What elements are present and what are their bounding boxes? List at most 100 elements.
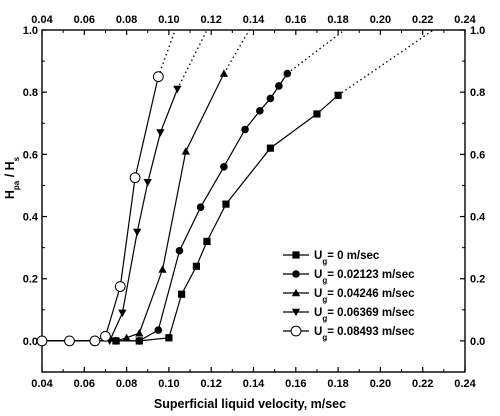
legend-label-main: U	[314, 269, 322, 281]
series-extrapolation	[176, 29, 208, 90]
marker-triangle-down	[156, 129, 165, 137]
y-tick-label: 0.2	[23, 274, 38, 286]
marker-circle	[292, 270, 300, 278]
x-tick-label: 0.20	[370, 378, 391, 390]
legend-label-rest: = 0.08493 m/sec	[327, 326, 415, 338]
marker-circle	[283, 69, 292, 78]
x-tick-label-top: 0.18	[327, 14, 348, 26]
y-tick-label-right: 0.0	[470, 336, 485, 348]
legend-label: Ug= 0.02123 m/sec	[314, 269, 415, 285]
legend-entry: Ug= 0 m/sec	[283, 250, 380, 266]
y-tick-label-right: 0.6	[470, 149, 485, 161]
series-2	[37, 29, 250, 345]
legend-label-rest: = 0.04246 m/sec	[327, 288, 415, 300]
marker-square	[313, 110, 321, 118]
y-tick-label: 0.6	[23, 149, 38, 161]
marker-circle	[220, 163, 228, 171]
y-tick-label: 1.0	[23, 25, 38, 37]
marker-triangle-down	[291, 308, 301, 317]
legend-label: Ug= 0.08493 m/sec	[314, 326, 415, 342]
marker-square	[192, 262, 200, 270]
marker-circle	[266, 94, 275, 103]
legend-label-sub: g	[322, 295, 327, 304]
marker-triangle-up	[181, 147, 190, 155]
legend-label-main: U	[314, 288, 322, 300]
x-tick-label-top: 0.22	[412, 14, 433, 26]
x-tick-label: 0.16	[285, 378, 306, 390]
legend-label-rest: = 0.02123 m/sec	[327, 269, 415, 281]
y-title-mid: / H	[3, 161, 17, 180]
legend-label: Ug= 0 m/sec	[314, 250, 380, 266]
marker-circle-open	[64, 335, 75, 347]
marker-circle-open	[114, 281, 126, 292]
x-tick-label-top: 0.06	[74, 14, 95, 26]
series-extrapolation	[223, 29, 250, 74]
legend-label: Ug= 0.04246 m/sec	[314, 288, 415, 304]
y-tick-label: 0.4	[23, 212, 39, 224]
x-tick-label: 0.18	[327, 378, 348, 390]
x-tick-label-top: 0.10	[158, 14, 179, 26]
marker-triangle-down	[118, 309, 127, 318]
legend-label: Ug= 0.06369 m/sec	[314, 307, 415, 323]
legend-entry: Ug= 0.04246 m/sec	[283, 288, 415, 304]
x-tick-label-top: 0.14	[243, 14, 265, 26]
series-line	[42, 94, 339, 342]
marker-circle	[241, 125, 249, 134]
series-line	[42, 88, 178, 342]
y-title-main: H	[3, 190, 17, 199]
marker-circle-open	[89, 335, 101, 347]
legend-entry: Ug= 0.08493 m/sec	[283, 325, 415, 342]
x-tick-label: 0.24	[454, 378, 476, 390]
x-tick-label: 0.14	[243, 378, 265, 390]
y-axis-title: Hpa / Hs	[3, 156, 21, 199]
marker-square	[177, 290, 186, 298]
series-1	[38, 29, 345, 345]
x-tick-label-top: 0.12	[200, 14, 221, 26]
marker-triangle-down	[143, 179, 152, 187]
marker-square	[334, 91, 342, 99]
series-extrapolation	[337, 29, 434, 96]
marker-triangle-down	[173, 85, 182, 94]
marker-triangle-up	[291, 288, 301, 297]
y-tick-label-right: 0.8	[470, 87, 485, 99]
marker-circle-open	[152, 71, 164, 83]
x-tick-label: 0.06	[74, 378, 95, 390]
marker-triangle-up	[122, 333, 131, 342]
marker-square	[165, 334, 173, 342]
x-tick-label: 0.08	[116, 378, 137, 390]
series-layer	[36, 29, 434, 347]
y-title-sub: pa	[12, 180, 21, 190]
marker-square	[203, 237, 211, 246]
marker-circle-open	[100, 330, 111, 342]
marker-triangle-up	[135, 328, 144, 337]
x-tick-label-top: 0.08	[116, 14, 137, 26]
marker-square	[292, 251, 300, 259]
marker-triangle-up	[111, 336, 121, 345]
marker-square	[222, 200, 230, 208]
x-tick-label-top: 0.24	[454, 14, 476, 26]
legend-label-sub: g	[322, 257, 327, 266]
x-tick-label-top: 0.16	[285, 14, 306, 26]
x-tick-label: 0.12	[200, 378, 221, 390]
x-tick-label-top: 0.20	[370, 14, 391, 26]
legend-label-sub: g	[322, 276, 327, 285]
x-axis-title: Superficial liquid velocity, m/sec	[154, 397, 346, 411]
plot-area	[41, 29, 466, 373]
legend-label-sub: g	[322, 333, 327, 342]
y-title-sub: s	[12, 156, 21, 161]
marker-circle-open	[290, 325, 302, 337]
marker-triangle-up	[158, 265, 167, 273]
legend-label-rest: = 0 m/sec	[327, 250, 380, 262]
x-tick-label: 0.10	[158, 378, 179, 390]
marker-circle-open	[36, 335, 48, 347]
y-tick-label-right: 0.4	[470, 212, 486, 224]
x-tick-label-top: 0.04	[31, 14, 53, 26]
y-tick-label: 0.0	[23, 336, 38, 348]
y-tick-label: 0.8	[23, 87, 38, 99]
legend-entry: Ug= 0.02123 m/sec	[283, 269, 415, 285]
series-extrapolation	[286, 29, 345, 75]
legend-label-rest: = 0.06369 m/sec	[327, 307, 415, 319]
marker-triangle-up	[219, 69, 229, 77]
